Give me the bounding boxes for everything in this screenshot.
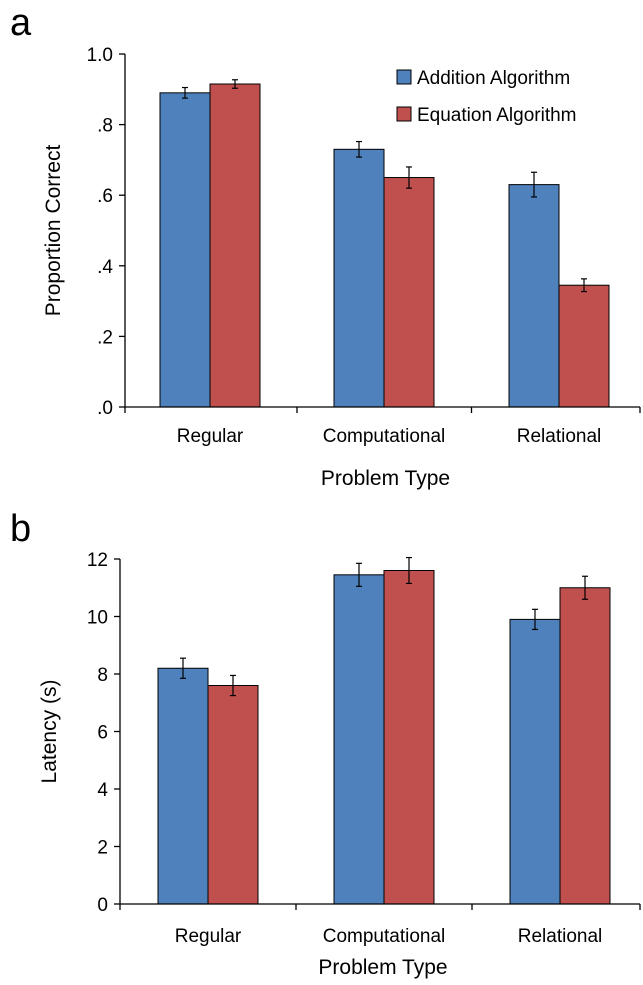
panel-letter-b: b (10, 508, 32, 550)
y-tick-label: 6 (97, 723, 108, 744)
bar (209, 83, 261, 408)
bar-chart-b: 0 2 4 6 8 10 12 Regular Computational Relational P… (38, 550, 641, 979)
y-tick-label: 0 (97, 895, 108, 916)
bar (559, 587, 611, 905)
x-axis-title: Problem Type (318, 956, 447, 979)
legend-label: Addition Algorithm (417, 68, 570, 89)
bar (333, 148, 385, 408)
chart-panel-a: a .0 .2 .4 .6 .8 1.0 Regular Computational Relat… (10, 2, 641, 490)
y-axis-title: Proportion Correct (42, 145, 65, 317)
bar (558, 284, 610, 408)
bar (508, 184, 560, 408)
x-axis-title: Problem Type (321, 467, 450, 490)
bar (159, 92, 211, 408)
panel-letter-a: a (10, 2, 32, 44)
bar (383, 570, 435, 905)
bar (207, 685, 259, 905)
y-tick-label: 2 (97, 838, 108, 859)
y-tick-label: .0 (97, 398, 113, 419)
y-tick-label: 8 (97, 665, 108, 686)
bar (509, 618, 561, 905)
x-tick-label: Relational (518, 926, 603, 947)
bar (333, 574, 385, 905)
y-tick-label: 12 (87, 550, 108, 571)
legend-label: Equation Algorithm (417, 105, 577, 126)
y-tick-label: .2 (97, 327, 113, 348)
legend-swatch (396, 69, 412, 85)
bar-chart-a: .0 .2 .4 .6 .8 1.0 Regular Computational Relatio… (42, 45, 641, 490)
bar (157, 667, 209, 905)
y-tick-label: 4 (97, 780, 108, 801)
y-tick-label: .8 (97, 116, 113, 137)
y-axis-title: Latency (s) (38, 680, 61, 784)
x-tick-label: Regular (175, 926, 242, 947)
y-tick-label: 10 (87, 608, 108, 629)
legend-swatch (396, 106, 412, 122)
y-tick-label: .4 (97, 257, 113, 278)
x-tick-label: Regular (177, 426, 244, 447)
x-tick-label: Computational (323, 426, 446, 447)
bar (383, 177, 435, 408)
x-tick-label: Relational (517, 426, 602, 447)
x-tick-label: Computational (323, 926, 446, 947)
y-tick-label: .6 (97, 186, 113, 207)
y-tick-label: 1.0 (87, 45, 113, 66)
chart-panel-b: b 0 2 4 6 8 10 12 Regular Computational Relationa… (0, 500, 643, 985)
